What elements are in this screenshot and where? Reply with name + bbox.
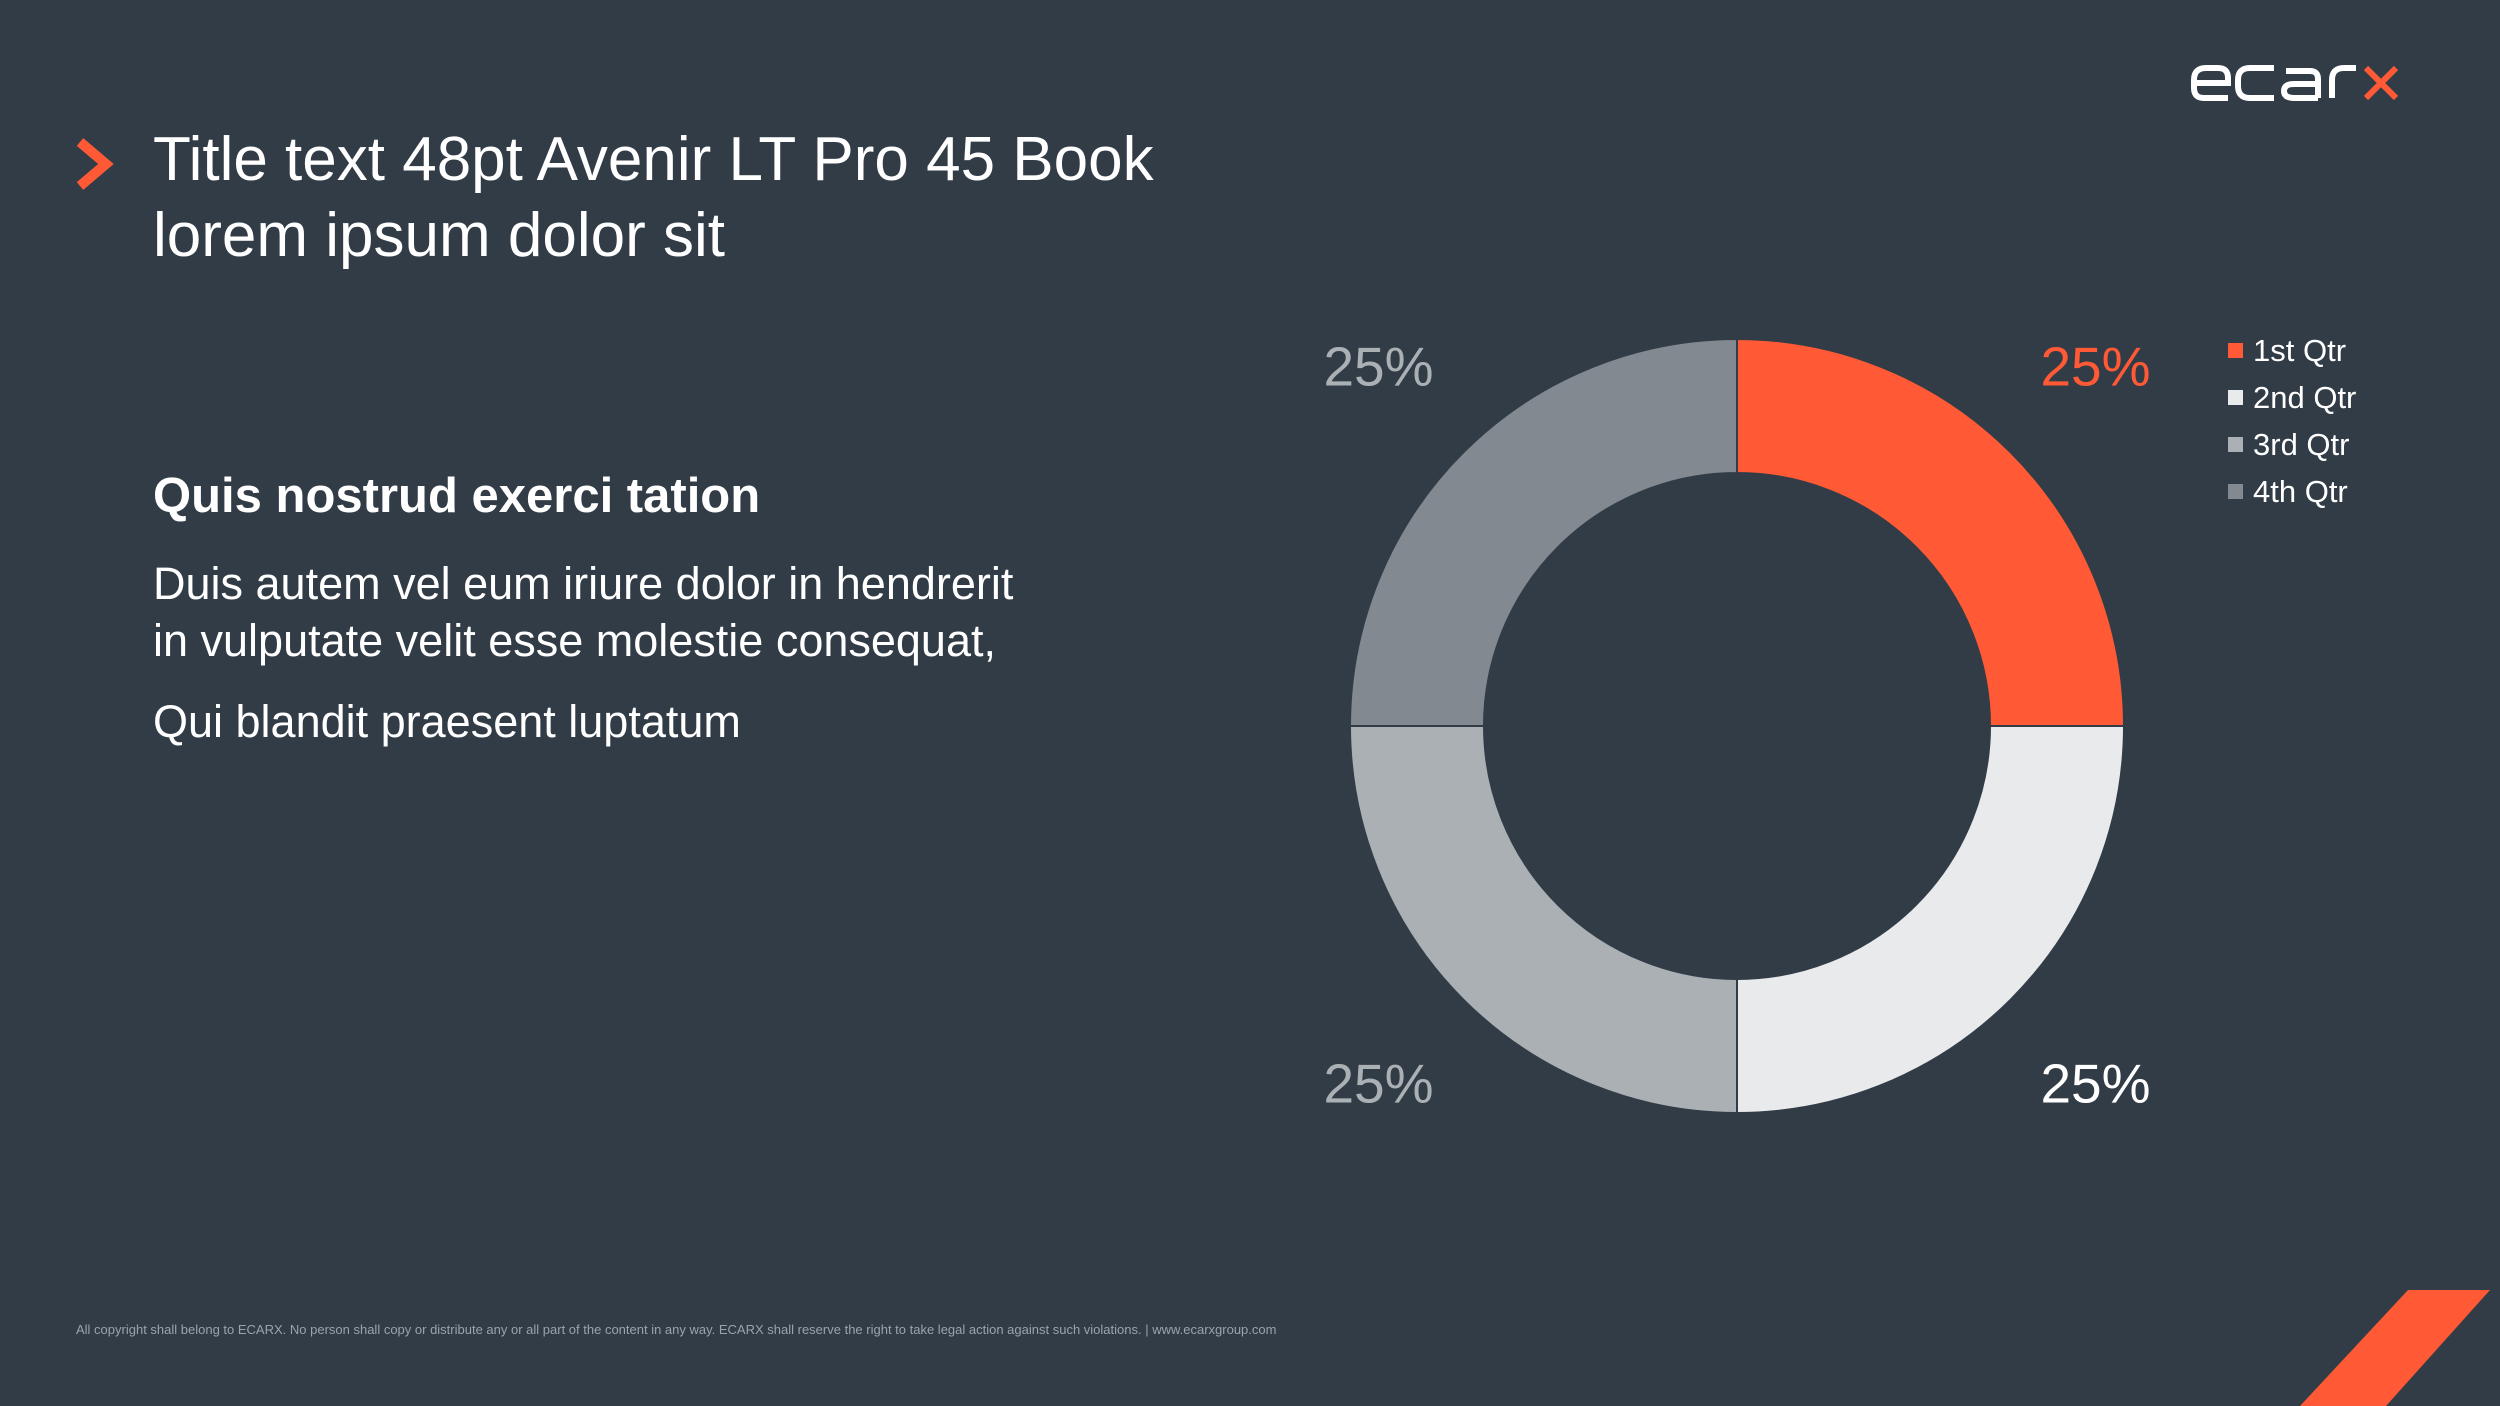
title-line-1: Title text 48pt Avenir LT Pro 45 Book [153, 125, 1154, 194]
legend-swatch [2228, 343, 2243, 358]
accent-stripe [2300, 1290, 2490, 1406]
content-paragraph: Duis autem vel eum iriure dolor in hendr… [153, 555, 1153, 669]
ecarx-logo [2191, 65, 2399, 101]
legend-label: 1st Qtr [2253, 332, 2347, 368]
slice-3rd-qtr [1348, 725, 1738, 1115]
data-label-3rd-qtr: 25% [1323, 1053, 1433, 1115]
legend-item-4th-qtr: 4th Qtr [2228, 468, 2356, 515]
data-label-2nd-qtr: 25% [2040, 1053, 2150, 1115]
slide-title: Title text 48pt Avenir LT Pro 45 Book lo… [153, 122, 1303, 274]
chart-slices [1348, 337, 2126, 1115]
legend-label: 2nd Qtr [2253, 379, 2357, 415]
footer-copyright: All copyright shall belong to ECARX. No … [76, 1322, 1277, 1337]
legend-item-3rd-qtr: 3rd Qtr [2228, 421, 2356, 468]
legend-item-2nd-qtr: 2nd Qtr [2228, 374, 2356, 421]
legend-label: 4th Qtr [2253, 473, 2348, 509]
legend-swatch [2228, 437, 2243, 452]
paragraph-line-2: in vulputate velit esse molestie consequ… [153, 615, 996, 666]
chart-legend: 1st Qtr 2nd Qtr 3rd Qtr 4th Qtr [2228, 327, 2356, 515]
content-paragraph-2: Qui blandit praesent luptatum [153, 696, 741, 747]
legend-swatch [2228, 390, 2243, 405]
legend-item-1st-qtr: 1st Qtr [2228, 327, 2356, 374]
slice-4th-qtr [1348, 337, 1738, 727]
legend-label: 3rd Qtr [2253, 426, 2350, 462]
slice-1st-qtr [1736, 337, 2126, 727]
chevron-right-icon [76, 138, 114, 190]
legend-swatch [2228, 484, 2243, 499]
title-line-2: lorem ipsum dolor sit [153, 201, 725, 270]
content-subheading: Quis nostrud exerci tation [153, 469, 761, 523]
data-label-4th-qtr: 25% [1323, 335, 1433, 397]
data-label-1st-qtr: 25% [2040, 335, 2150, 397]
chart-data-labels: 25% 25% 25% 25% [1323, 335, 2150, 1114]
slice-2nd-qtr [1736, 725, 2126, 1115]
paragraph-line-1: Duis autem vel eum iriure dolor in hendr… [153, 558, 1014, 609]
